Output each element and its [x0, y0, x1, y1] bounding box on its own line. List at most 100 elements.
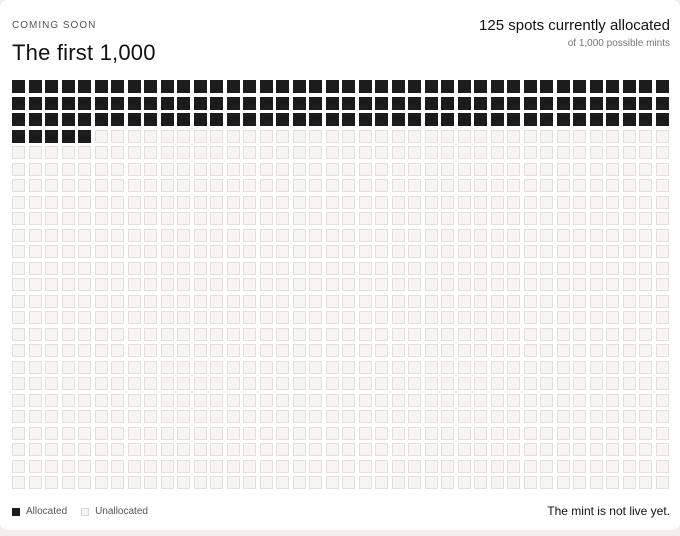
spot-cell-unallocated [622, 179, 636, 192]
spot-cell-unallocated [28, 327, 42, 341]
spot-cell-unallocated [111, 228, 124, 242]
spot-cell-unallocated [655, 294, 669, 308]
spot-cell-unallocated [309, 360, 322, 374]
spot-cell-unallocated [606, 195, 619, 209]
spot-cell-unallocated [556, 278, 570, 291]
spot-cell-unallocated [177, 459, 190, 473]
mint-status-text: The mint is not live yet. [547, 504, 670, 518]
spot-cell-unallocated [160, 410, 174, 423]
spot-cell-unallocated [160, 311, 174, 324]
spot-cell-unallocated [94, 344, 108, 357]
spot-cell-unallocated [375, 195, 388, 209]
spot-cell-unallocated [259, 426, 273, 440]
spot-cell-unallocated [589, 360, 603, 374]
spot-cell-unallocated [490, 146, 504, 159]
spot-cell-unallocated [441, 245, 454, 258]
spot-cell-unallocated [127, 228, 141, 242]
spot-cell-unallocated [589, 228, 603, 242]
spot-cell-unallocated [127, 212, 141, 225]
spot-cell-unallocated [589, 393, 603, 407]
spot-cell-unallocated [457, 443, 471, 456]
spot-cell-unallocated [523, 476, 537, 489]
spot-cell-unallocated [144, 377, 157, 390]
spot-cell-unallocated [474, 410, 487, 423]
spot-cell-allocated [490, 96, 504, 110]
spot-cell-allocated [226, 80, 240, 93]
spot-cell-unallocated [358, 179, 372, 192]
spot-cell-unallocated [540, 344, 553, 357]
spot-cell-unallocated [243, 443, 256, 456]
spot-cell-unallocated [556, 393, 570, 407]
spot-cell-allocated [375, 96, 388, 110]
spot-cell-unallocated [408, 278, 421, 291]
spot-cell-unallocated [309, 212, 322, 225]
spot-cell-unallocated [94, 228, 108, 242]
spot-cell-unallocated [276, 443, 289, 456]
spot-cell-unallocated [61, 278, 75, 291]
spot-cell-unallocated [606, 393, 619, 407]
spot-cell-unallocated [177, 228, 190, 242]
spot-cell-unallocated [507, 311, 520, 324]
spot-cell-unallocated [309, 162, 322, 176]
spot-cell-unallocated [226, 426, 240, 440]
spot-cell-unallocated [243, 162, 256, 176]
spot-cell-unallocated [127, 443, 141, 456]
spot-cell-unallocated [12, 228, 25, 242]
spot-cell-unallocated [177, 476, 190, 489]
spot-cell-unallocated [639, 212, 652, 225]
spot-cell-unallocated [474, 377, 487, 390]
spot-cell-unallocated [540, 278, 553, 291]
spot-cell-unallocated [210, 443, 223, 456]
spot-cell-allocated [589, 96, 603, 110]
spot-cell-unallocated [160, 162, 174, 176]
spot-cell-unallocated [210, 393, 223, 407]
spot-cell-unallocated [589, 162, 603, 176]
spot-cell-unallocated [391, 327, 405, 341]
spot-cell-unallocated [177, 129, 190, 143]
spot-cell-unallocated [160, 129, 174, 143]
spot-cell-unallocated [655, 426, 669, 440]
spot-cell-unallocated [375, 327, 388, 341]
spot-cell-unallocated [210, 212, 223, 225]
spot-cell-unallocated [342, 278, 355, 291]
spot-cell-unallocated [639, 344, 652, 357]
spot-cell-unallocated [144, 245, 157, 258]
spot-cell-unallocated [193, 311, 207, 324]
spot-cell-unallocated [292, 393, 306, 407]
spot-cell-unallocated [441, 212, 454, 225]
spot-cell-unallocated [457, 195, 471, 209]
spot-cell-unallocated [111, 278, 124, 291]
spot-cell-unallocated [573, 261, 586, 275]
spot-cell-unallocated [540, 410, 553, 423]
spot-cell-unallocated [408, 476, 421, 489]
spot-cell-unallocated [655, 410, 669, 423]
spot-cell-unallocated [639, 162, 652, 176]
spot-cell-allocated [210, 80, 223, 93]
spot-cell-unallocated [61, 327, 75, 341]
spot-cell-unallocated [424, 278, 438, 291]
spot-cell-unallocated [556, 129, 570, 143]
spot-cell-unallocated [408, 344, 421, 357]
spot-cell-unallocated [573, 146, 586, 159]
spot-cell-unallocated [424, 129, 438, 143]
spot-cell-unallocated [589, 344, 603, 357]
spot-cell-unallocated [358, 195, 372, 209]
spot-cell-unallocated [309, 129, 322, 143]
spot-cell-allocated [177, 96, 190, 110]
spot-cell-unallocated [622, 360, 636, 374]
spot-cell-unallocated [457, 476, 471, 489]
spot-cell-unallocated [177, 344, 190, 357]
spot-cell-unallocated [259, 228, 273, 242]
spot-cell-unallocated [540, 195, 553, 209]
spot-cell-unallocated [292, 261, 306, 275]
spot-cell-allocated [457, 113, 471, 126]
spot-cell-unallocated [226, 344, 240, 357]
spot-cell-allocated [127, 96, 141, 110]
spot-cell-unallocated [193, 245, 207, 258]
spot-cell-unallocated [325, 245, 339, 258]
spot-cell-unallocated [243, 311, 256, 324]
spot-cell-unallocated [606, 146, 619, 159]
spot-cell-unallocated [490, 443, 504, 456]
spot-cell-allocated [342, 80, 355, 93]
spot-cell-allocated [606, 113, 619, 126]
